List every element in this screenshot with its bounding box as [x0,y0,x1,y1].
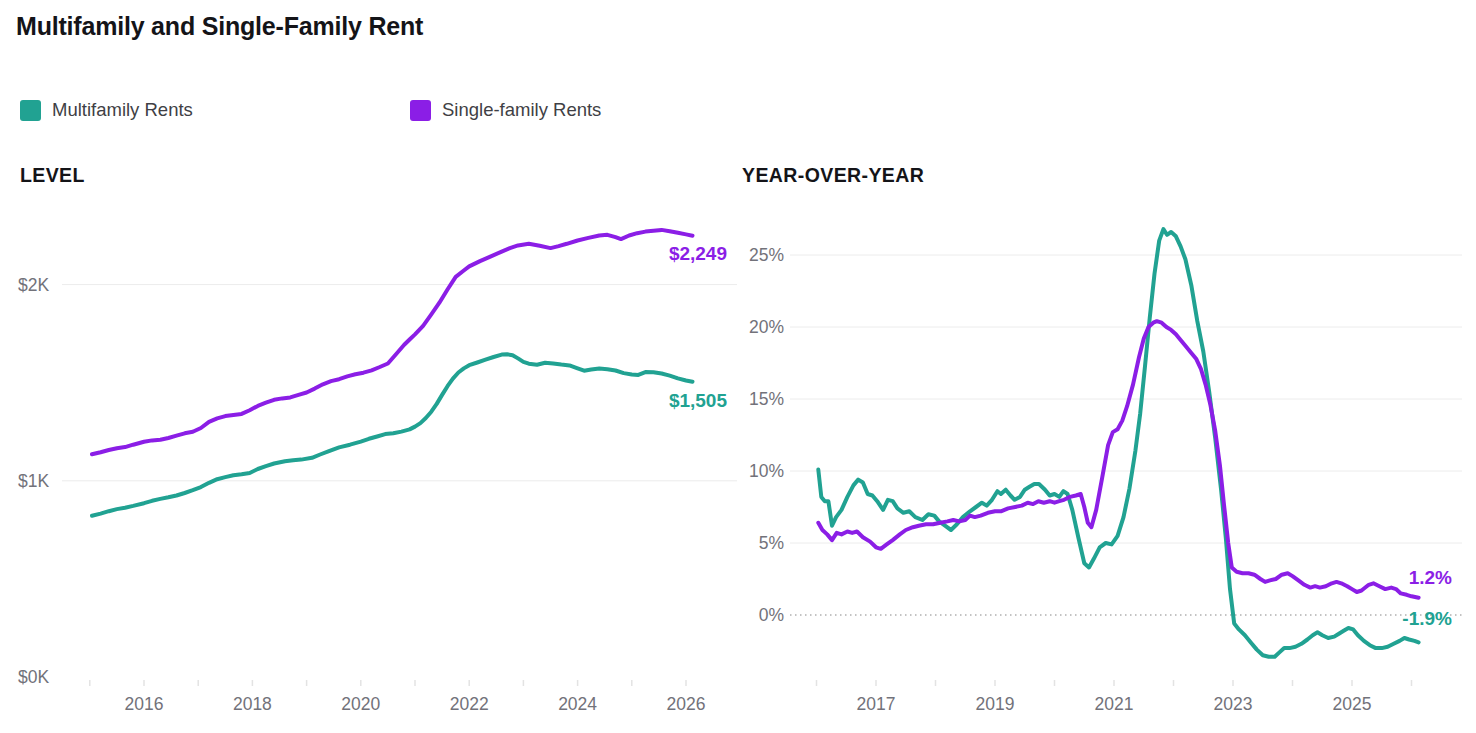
series-line-single-family [92,230,693,454]
legend-label: Multifamily Rents [52,99,193,121]
series-line-multifamily [818,229,1418,657]
series-end-label: $2,249 [669,243,727,264]
x-axis-label: 2017 [857,694,896,714]
y-axis-label: $1K [18,471,49,491]
x-axis-label: 2024 [558,694,597,714]
series-line-single-family [818,321,1418,598]
x-axis-label: 2026 [667,694,706,714]
x-axis-label: 2022 [450,694,489,714]
x-axis-label: 2020 [341,694,380,714]
x-axis-label: 2019 [976,694,1015,714]
series-end-label: 1.2% [1409,567,1452,588]
y-axis-label: $0K [18,667,49,687]
series-end-label: $1,505 [669,390,728,411]
x-axis-label: 2021 [1095,694,1134,714]
y-axis-label: 10% [749,461,784,481]
x-axis-label: 2025 [1333,694,1372,714]
series-end-label: -1.9% [1402,608,1452,629]
y-axis-label: 20% [749,317,784,337]
y-axis-label: 15% [749,389,784,409]
y-axis-label: 25% [749,245,784,265]
legend-item-single-family[interactable]: Single-family Rents [410,99,601,121]
yoy-chart: 25% 20% 15% 10% 5% 0% 2017 2019 2021 2023 2025 -1.9… [740,150,1476,733]
y-axis-label: $2K [18,275,49,295]
y-axis-label: 5% [759,533,784,553]
legend-label: Single-family Rents [442,99,601,121]
x-axis-label: 2016 [125,694,164,714]
legend-item-multifamily[interactable]: Multifamily Rents [20,99,193,121]
y-axis-label: 0% [759,605,784,625]
multifamily-legend-swatch [20,100,41,121]
rent-chart-widget: Multifamily and Single-Family Rent Multi… [0,0,1476,733]
x-axis-label: 2023 [1214,694,1253,714]
x-axis-label: 2018 [233,694,272,714]
single-family-legend-swatch [410,100,431,121]
page-title: Multifamily and Single-Family Rent [16,12,423,41]
level-chart: $2K $1K $0K 2016 2018 2020 2022 2024 2026 $1,505 $… [0,150,740,733]
